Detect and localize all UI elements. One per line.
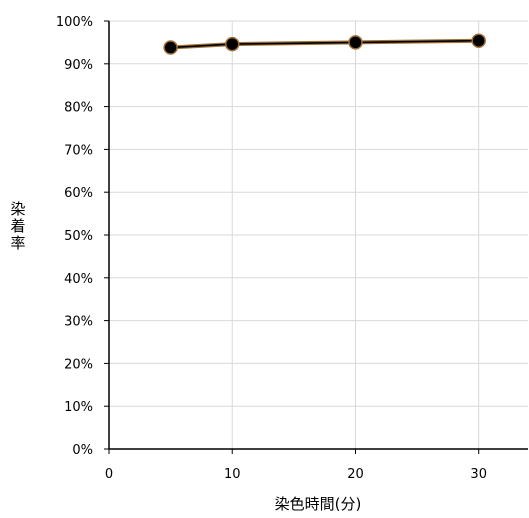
y-tick-label: 100% <box>56 15 93 30</box>
y-tick-label: 50% <box>64 229 93 244</box>
x-axis-title: 染色時間(分) <box>275 495 362 513</box>
x-tick-label: 30 <box>470 467 487 482</box>
series-group <box>163 33 486 55</box>
series-line <box>170 39 479 49</box>
data-point <box>348 35 363 50</box>
y-tick-label: 80% <box>64 101 93 116</box>
y-tick-label: 70% <box>64 143 93 158</box>
y-axis-title: 染着率 <box>10 200 25 252</box>
y-axis-title-char: 着 <box>10 217 25 235</box>
x-tick-label: 0 <box>105 467 113 482</box>
y-tick-label: 40% <box>64 272 93 287</box>
y-tick-label: 30% <box>64 315 93 330</box>
y-tick-label: 20% <box>64 357 93 372</box>
x-tick-labels: 0 10 20 30 <box>105 467 487 482</box>
y-tick-label: 90% <box>64 58 93 73</box>
data-point <box>471 33 486 48</box>
axes <box>104 20 528 454</box>
y-axis-title-char: 率 <box>10 234 25 252</box>
y-tick-label: 60% <box>64 186 93 201</box>
x-tick-label: 10 <box>224 467 241 482</box>
y-axis-title-char: 染 <box>10 200 25 218</box>
x-tick-label: 20 <box>347 467 364 482</box>
y-tick-label: 0% <box>72 443 93 458</box>
grid-lines <box>109 20 528 449</box>
data-point <box>224 36 240 52</box>
y-tick-labels: 0% 10% 20% 30% 40% 50% 60% 70% 80% 90% 100% <box>56 15 93 458</box>
data-point <box>163 40 178 55</box>
y-tick-label: 10% <box>64 400 93 415</box>
